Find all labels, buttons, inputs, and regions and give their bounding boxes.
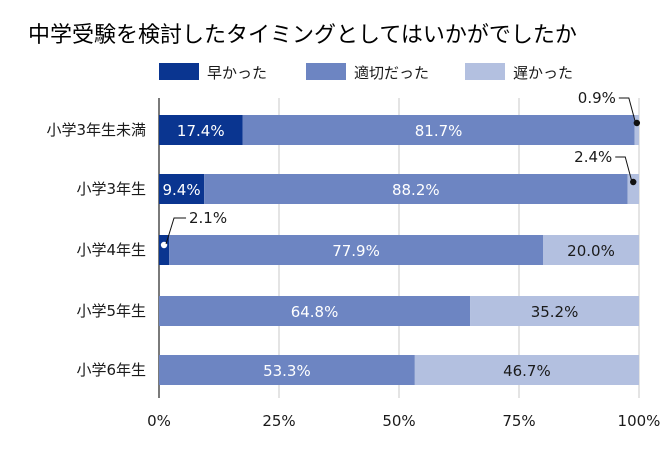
data-label: 2.4%: [574, 148, 612, 166]
data-label: 35.2%: [531, 303, 579, 321]
callout-line: [165, 217, 187, 245]
x-tick-label: 50%: [382, 412, 415, 430]
legend-swatch-1: [159, 63, 199, 80]
bar-segment: [159, 235, 170, 265]
x-tick-label: 25%: [262, 412, 295, 430]
legend-label-3: 遅かった: [513, 64, 573, 82]
data-label: 77.9%: [332, 242, 380, 260]
category-label: 小学3年生: [76, 180, 146, 198]
bar-segment: [159, 296, 471, 326]
bar-segment: [159, 115, 243, 145]
bar-segment: [634, 115, 639, 145]
bar-segment: [159, 174, 205, 204]
category-label: 小学6年生: [76, 361, 146, 379]
legend-swatch-2: [306, 63, 346, 80]
data-label: 0.9%: [578, 89, 616, 107]
legend-label-1: 早かった: [207, 64, 267, 82]
value-labels: 17.4% 81.7% 0.9% 9.4% 88.2% 2.4% 2.1% 77.9% 20.0…: [160, 89, 641, 380]
data-label: 64.8%: [291, 303, 339, 321]
bar-segment: [159, 355, 415, 385]
x-tick-label: 100%: [618, 412, 661, 430]
bar-segment: [414, 355, 639, 385]
chart-title: 中学受験を検討したタイミングとしてはいかがでしたか: [28, 23, 577, 48]
category-label: 小学5年生: [76, 302, 146, 320]
bar-segment: [169, 235, 543, 265]
bars: [159, 115, 639, 385]
data-label: 81.7%: [415, 122, 463, 140]
data-label: 53.3%: [263, 362, 311, 380]
bar-segment: [204, 174, 628, 204]
legend-swatch-3: [465, 63, 505, 80]
callout-line: [615, 156, 633, 184]
x-tick-label: 75%: [502, 412, 535, 430]
bar-segment: [543, 235, 639, 265]
bar-segment: [627, 174, 639, 204]
data-label: 17.4%: [177, 122, 225, 140]
x-tick-label: 0%: [147, 412, 171, 430]
data-label: 46.7%: [503, 362, 551, 380]
data-label: 20.0%: [567, 242, 615, 260]
legend-label-2: 適切だった: [354, 64, 429, 82]
bar-segment: [242, 115, 635, 145]
data-label: 88.2%: [392, 181, 440, 199]
data-label: 2.1%: [189, 209, 227, 227]
category-label: 小学3年生未満: [46, 121, 146, 139]
data-label: 9.4%: [163, 181, 201, 199]
callout-line: [618, 97, 637, 125]
callout-dot: [160, 241, 168, 249]
legend: 早かった 適切だった 遅かった: [159, 63, 573, 82]
bar-segment: [470, 296, 639, 326]
category-label: 小学4年生: [76, 241, 146, 259]
x-axis-ticks: 0% 25% 50% 75% 100%: [147, 412, 660, 430]
